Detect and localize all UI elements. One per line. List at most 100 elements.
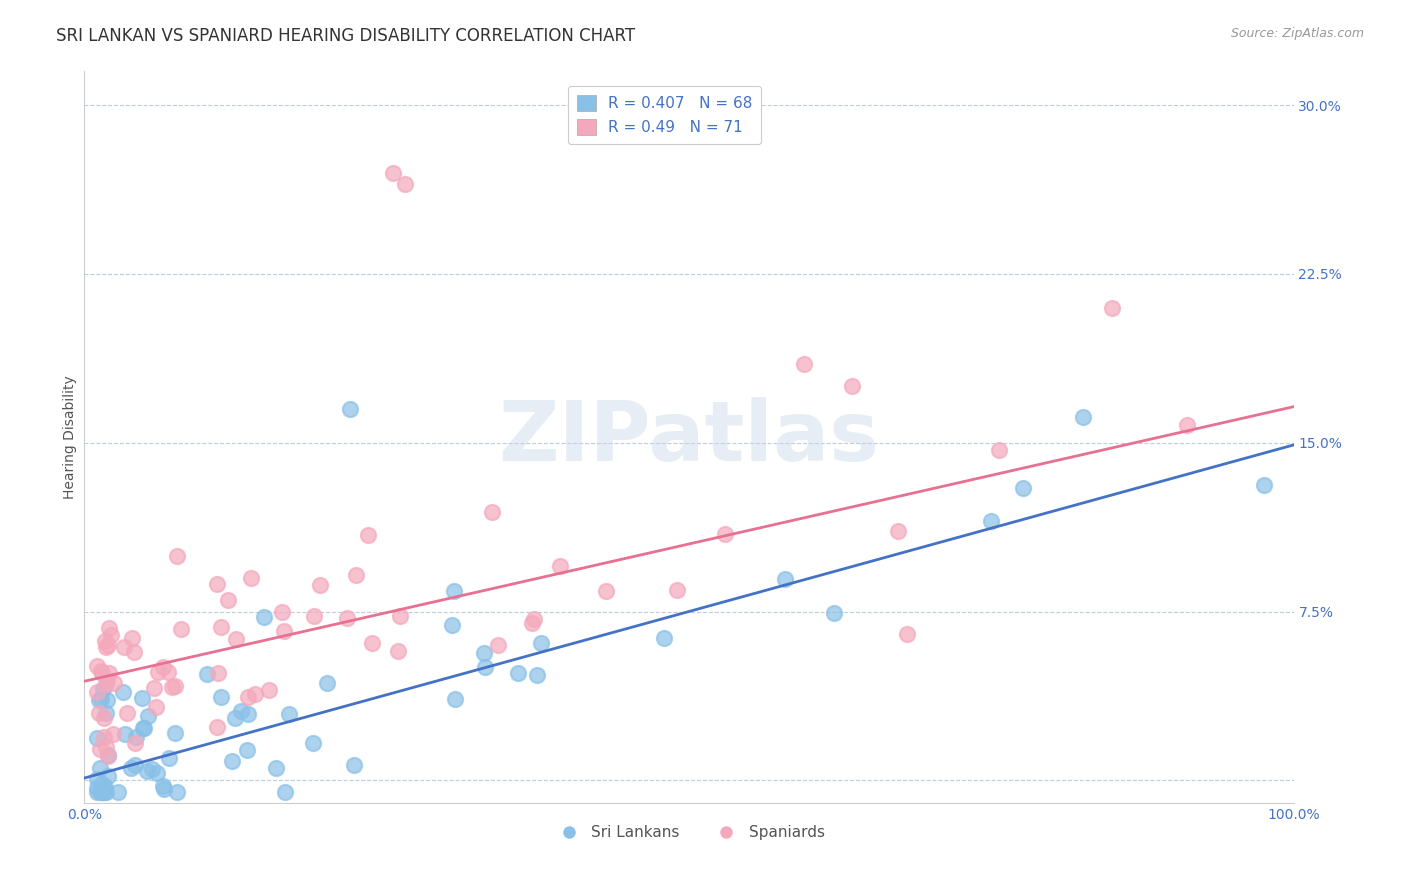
Point [97, 638, 120, 652]
Point [343, 757, 366, 772]
Point [273, 624, 295, 638]
Point [152, 779, 174, 793]
Point [1101, 301, 1123, 315]
Point [94, 677, 117, 691]
Point [257, 683, 280, 698]
Point [122, 645, 145, 659]
Point [146, 765, 169, 780]
Point [96, 640, 118, 654]
Point [152, 660, 174, 674]
Point [304, 609, 326, 624]
Point [114, 727, 136, 741]
Point [131, 690, 153, 705]
Point [481, 505, 503, 519]
Point [124, 730, 146, 744]
Point [132, 722, 155, 736]
Point [141, 762, 163, 776]
Point [243, 687, 266, 701]
Point [987, 443, 1010, 458]
Point [96, 784, 118, 798]
Point [87, 692, 110, 706]
Point [86, 772, 108, 786]
Point [823, 607, 845, 621]
Point [96, 693, 118, 707]
Point [308, 578, 330, 592]
Point [652, 631, 675, 645]
Point [98, 621, 121, 635]
Point [86, 731, 108, 746]
Point [253, 609, 276, 624]
Legend: Sri Lankans, Spaniards: Sri Lankans, Spaniards [547, 819, 831, 847]
Point [336, 611, 359, 625]
Point [472, 646, 495, 660]
Point [166, 549, 188, 563]
Point [361, 636, 384, 650]
Point [138, 709, 160, 723]
Point [112, 640, 135, 655]
Point [166, 784, 188, 798]
Point [115, 706, 138, 720]
Point [91, 784, 114, 798]
Point [94, 784, 117, 798]
Point [229, 704, 252, 718]
Point [107, 784, 129, 798]
Point [93, 711, 115, 725]
Point [274, 784, 297, 798]
Point [793, 357, 815, 371]
Point [207, 666, 229, 681]
Text: SRI LANKAN VS SPANIARD HEARING DISABILITY CORRELATION CHART: SRI LANKAN VS SPANIARD HEARING DISABILIT… [56, 27, 636, 45]
Point [86, 659, 108, 673]
Point [506, 665, 529, 680]
Point [714, 527, 737, 541]
Point [548, 559, 571, 574]
Point [773, 572, 796, 586]
Point [157, 751, 180, 765]
Point [86, 685, 108, 699]
Point [91, 681, 114, 696]
Point [163, 725, 186, 739]
Text: Source: ZipAtlas.com: Source: ZipAtlas.com [1230, 27, 1364, 40]
Point [344, 567, 367, 582]
Point [103, 726, 125, 740]
Point [1175, 417, 1198, 432]
Point [381, 166, 404, 180]
Point [89, 761, 111, 775]
Point [530, 636, 553, 650]
Point [205, 576, 228, 591]
Point [205, 720, 228, 734]
Point [96, 673, 118, 688]
Point [271, 605, 294, 619]
Point [221, 754, 243, 768]
Point [1011, 481, 1033, 495]
Point [444, 691, 467, 706]
Point [90, 664, 112, 678]
Point [595, 584, 617, 599]
Point [143, 681, 166, 695]
Point [160, 681, 183, 695]
Point [394, 177, 416, 191]
Point [277, 706, 299, 721]
Point [89, 741, 111, 756]
Point [100, 628, 122, 642]
Point [93, 780, 115, 795]
Point [165, 679, 187, 693]
Point [94, 740, 117, 755]
Point [86, 781, 108, 796]
Point [156, 665, 179, 680]
Point [665, 583, 688, 598]
Point [89, 784, 111, 798]
Point [170, 622, 193, 636]
Point [195, 666, 218, 681]
Point [443, 584, 465, 599]
Point [209, 620, 232, 634]
Point [97, 749, 120, 764]
Point [225, 632, 247, 647]
Point [523, 612, 546, 626]
Y-axis label: Hearing Disability: Hearing Disability [63, 376, 77, 499]
Point [841, 379, 863, 393]
Point [91, 784, 114, 798]
Point [112, 684, 135, 698]
Point [224, 711, 246, 725]
Point [339, 401, 361, 416]
Point [520, 615, 543, 630]
